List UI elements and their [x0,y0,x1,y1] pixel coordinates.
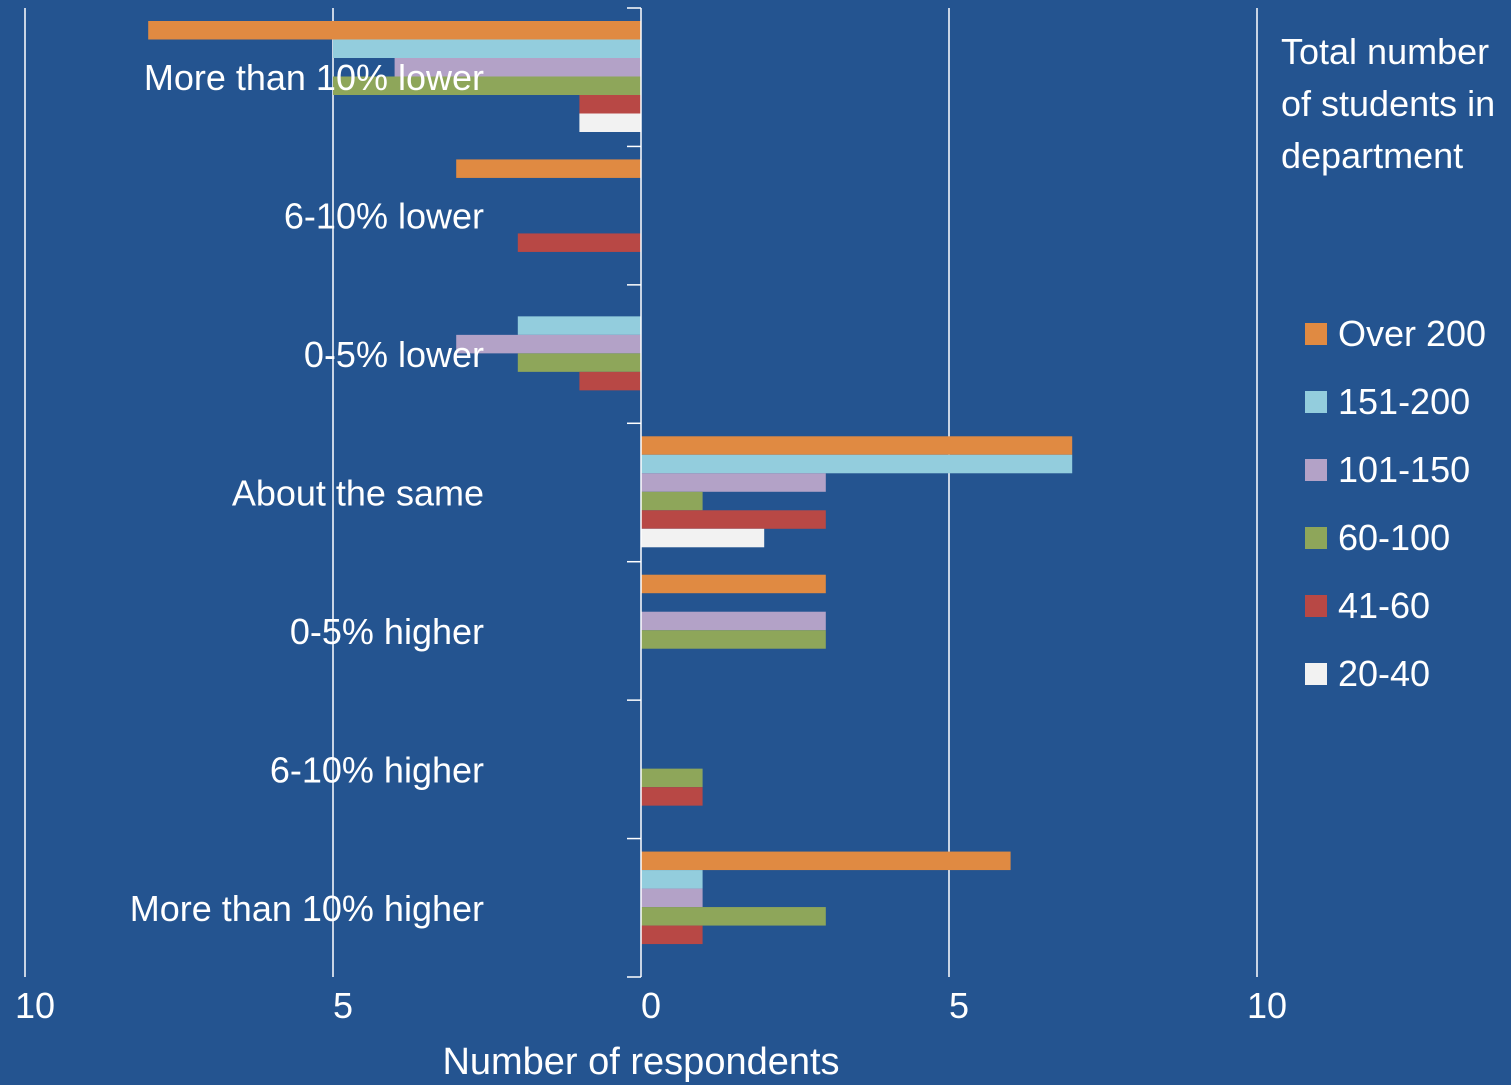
bar [641,574,826,594]
bar [148,21,641,40]
bar [517,233,641,252]
legend-item: 60-100 [1305,504,1486,572]
legend-label: 60-100 [1338,517,1451,558]
legend-label: 41-60 [1338,585,1431,626]
x-tick-label: 0 [641,985,661,1026]
legend-item: 20-40 [1305,640,1486,708]
bar [579,371,641,391]
bar [641,787,703,806]
bar [641,491,703,511]
x-tick-label: 5 [949,985,969,1026]
legend-swatch [1305,323,1327,345]
bar [579,113,641,132]
bar [641,870,703,889]
bar [517,353,641,372]
legend-item: 41-60 [1305,572,1486,640]
x-tick-label: 10 [15,985,55,1026]
legend-label: 20-40 [1338,653,1431,694]
bar [641,611,826,631]
legend-label: 151-200 [1338,381,1471,422]
category-label: 0-5% higher [290,611,484,652]
bar [333,39,641,58]
bar [456,334,641,354]
legend: Over 200 151-200 101-150 60-100 41-60 20-40 [1305,300,1486,708]
category-label: 6-10% higher [270,749,484,790]
category-label: 0-5% lower [304,334,484,375]
bar [641,454,1073,474]
legend-item: Over 200 [1305,300,1486,368]
bar [641,768,703,788]
legend-label: Over 200 [1338,313,1487,354]
bar [641,851,1011,871]
category-label: About the same [232,473,484,514]
bar [641,925,703,945]
legend-item: 151-200 [1305,368,1486,436]
legend-item: 101-150 [1305,436,1486,504]
legend-title: Total number of students in department [1281,31,1496,176]
legend-swatch [1305,663,1327,685]
bar [641,888,703,908]
bar [394,58,641,77]
bar [641,473,826,492]
bar [641,510,826,529]
legend-swatch [1305,391,1327,413]
category-label: More than 10% lower [144,57,484,98]
legend-swatch [1305,527,1327,549]
legend-label: 101-150 [1338,449,1471,490]
bar [641,630,826,649]
x-tick-label: 5 [333,985,353,1026]
bar [456,159,641,178]
bar [517,316,641,335]
bar [641,436,1073,455]
bar [641,907,826,926]
x-tick-label: 10 [1247,985,1287,1026]
legend-swatch [1305,595,1327,617]
bar [641,528,765,548]
category-label: More than 10% higher [130,888,484,929]
x-axis-title: Number of respondents [442,1041,839,1083]
category-label: 6-10% lower [284,196,484,237]
legend-swatch [1305,459,1327,481]
bar [579,95,641,114]
bar [333,76,641,95]
